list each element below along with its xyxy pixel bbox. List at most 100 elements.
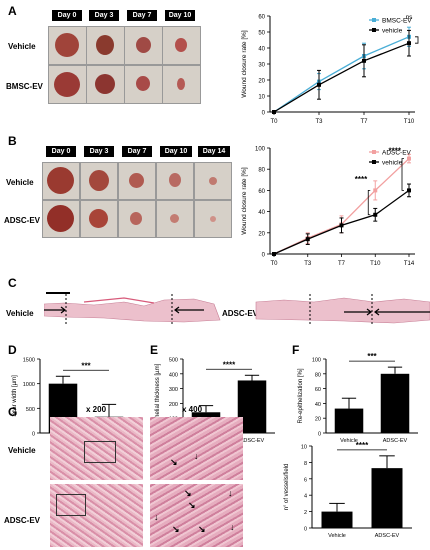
data-point bbox=[407, 188, 411, 193]
wound-photo bbox=[124, 65, 163, 104]
histology-image: ↘ ↓ ↘ ↓ ↘ ↘ ↓ bbox=[150, 484, 243, 547]
wound-photo bbox=[118, 162, 156, 200]
day-header: Day 7 bbox=[122, 146, 152, 157]
panel-label-f: F bbox=[292, 343, 300, 357]
mag-label: x 200 bbox=[86, 405, 107, 414]
wound-photo bbox=[194, 162, 232, 200]
x-tick-label: ADSC-EV bbox=[240, 438, 265, 444]
vessel-arrow-icon: ↓ bbox=[230, 522, 235, 532]
y-tick-label: 10 bbox=[258, 95, 265, 101]
wound-photo bbox=[80, 200, 118, 238]
vessel-arrow-icon: ↘ bbox=[188, 500, 196, 510]
mag-label: x 400 bbox=[182, 405, 203, 414]
data-point bbox=[339, 223, 344, 228]
row-label-adsc: ADSC-EV bbox=[4, 216, 41, 225]
data-point bbox=[272, 252, 276, 256]
zoom-box bbox=[84, 441, 116, 463]
row-label-vehicle: Vehicle bbox=[6, 178, 34, 187]
data-point bbox=[362, 58, 366, 63]
y-tick-label: 100 bbox=[255, 147, 266, 153]
day-header: Day 14 bbox=[198, 146, 230, 157]
legend-label: vehicle bbox=[382, 160, 403, 167]
y-tick-label: 8 bbox=[304, 461, 307, 467]
x-tick-label: T0 bbox=[270, 119, 278, 125]
y-tick-label: 40 bbox=[258, 210, 265, 216]
section-label-vehicle: Vehicle bbox=[6, 309, 34, 318]
significance-bracket bbox=[367, 190, 371, 216]
wound-photo bbox=[80, 162, 118, 200]
x-tick-label: T7 bbox=[360, 119, 368, 125]
day-header: Day 3 bbox=[89, 10, 119, 21]
y-tick-label: 200 bbox=[169, 402, 178, 408]
data-point bbox=[305, 237, 310, 242]
y-tick-label: 30 bbox=[258, 63, 265, 69]
vessel-arrow-icon: ↓ bbox=[228, 488, 233, 498]
legend-marker bbox=[372, 160, 376, 164]
vessel-arrow-icon: ↘ bbox=[198, 524, 206, 534]
significance-label: **** bbox=[389, 146, 402, 155]
y-tick-label: 60 bbox=[258, 15, 265, 21]
bar bbox=[371, 468, 403, 528]
x-tick-label: T7 bbox=[338, 261, 346, 267]
x-tick-label: ADSC-EV bbox=[383, 438, 408, 444]
significance-label: *** bbox=[367, 352, 377, 361]
vessel-arrow-icon: ↘ bbox=[172, 524, 180, 534]
y-tick-label: 60 bbox=[315, 387, 321, 393]
y-tick-label: 40 bbox=[315, 402, 321, 408]
series-line bbox=[273, 42, 410, 113]
y-tick-label: 60 bbox=[258, 189, 265, 195]
chart-g-bar: 0 2 4 6 8 10 n° of vessels/field Vehicle ADSC-EV… bbox=[284, 441, 412, 539]
y-tick-label: 400 bbox=[169, 372, 178, 378]
y-tick-label: 80 bbox=[315, 372, 321, 378]
day-header: Day 7 bbox=[127, 10, 157, 21]
zoom-box bbox=[56, 494, 86, 516]
section-label-adsc: ADSC-EV bbox=[222, 309, 259, 318]
panel-label-d: D bbox=[8, 343, 17, 357]
vessel-arrow-icon: ↘ bbox=[170, 457, 178, 467]
data-point bbox=[272, 110, 276, 114]
y-tick-label: 0 bbox=[318, 432, 321, 438]
wound-photo bbox=[42, 200, 80, 238]
x-tick-label: T10 bbox=[370, 261, 381, 267]
y-tick-label: 2 bbox=[304, 510, 307, 516]
significance-label: *** bbox=[81, 361, 91, 370]
legend-marker bbox=[372, 150, 376, 154]
significance-label: **** bbox=[356, 441, 369, 450]
day-header: Day 0 bbox=[46, 146, 76, 157]
x-tick-label: Vehicle bbox=[340, 438, 358, 444]
row-label-adsc: ADSC-EV bbox=[4, 516, 41, 525]
wound-photo bbox=[48, 65, 87, 104]
y-axis-label: Epithelial thickness [µm] bbox=[155, 363, 161, 428]
wound-photo bbox=[156, 200, 194, 238]
y-axis-label: n° of vessels/field bbox=[284, 464, 290, 511]
y-tick-label: 500 bbox=[169, 358, 178, 364]
significance-label: **** bbox=[223, 360, 236, 369]
vessel-arrow-icon: ↓ bbox=[154, 512, 159, 522]
wound-photo bbox=[86, 65, 125, 104]
scale-bar bbox=[46, 292, 70, 294]
significance-bracket bbox=[415, 36, 419, 44]
panel-label-g: G bbox=[8, 405, 18, 419]
histology-image bbox=[50, 417, 143, 480]
wound-photo bbox=[86, 26, 125, 65]
chart-b-line: 0 20 40 60 80 100 Wound closure rate [%] T0 T3 T7… bbox=[241, 146, 415, 267]
y-tick-label: 0 bbox=[262, 111, 266, 117]
y-axis-label: Wound closure rate [%] bbox=[241, 167, 248, 235]
legend-label: ADSC-EV bbox=[382, 150, 412, 157]
y-tick-label: 80 bbox=[258, 168, 265, 174]
y-tick-label: 0 bbox=[262, 253, 266, 259]
x-tick-label: T14 bbox=[404, 261, 415, 267]
wound-photo bbox=[162, 26, 201, 65]
x-tick-label: T0 bbox=[270, 261, 278, 267]
y-tick-label: 1500 bbox=[23, 358, 35, 364]
y-axis-label: Re-epithelization [%] bbox=[298, 368, 304, 423]
x-tick-label: T3 bbox=[304, 261, 312, 267]
y-axis-label: Wound closure rate [%] bbox=[241, 30, 248, 98]
x-tick-label: T10 bbox=[404, 119, 415, 125]
data-point bbox=[407, 41, 411, 46]
legend-label: BMSC-EV bbox=[382, 18, 412, 25]
data-point bbox=[373, 212, 378, 217]
significance-bracket bbox=[401, 158, 404, 191]
panel-label-b: B bbox=[8, 134, 17, 148]
y-tick-label: 10 bbox=[301, 445, 307, 451]
